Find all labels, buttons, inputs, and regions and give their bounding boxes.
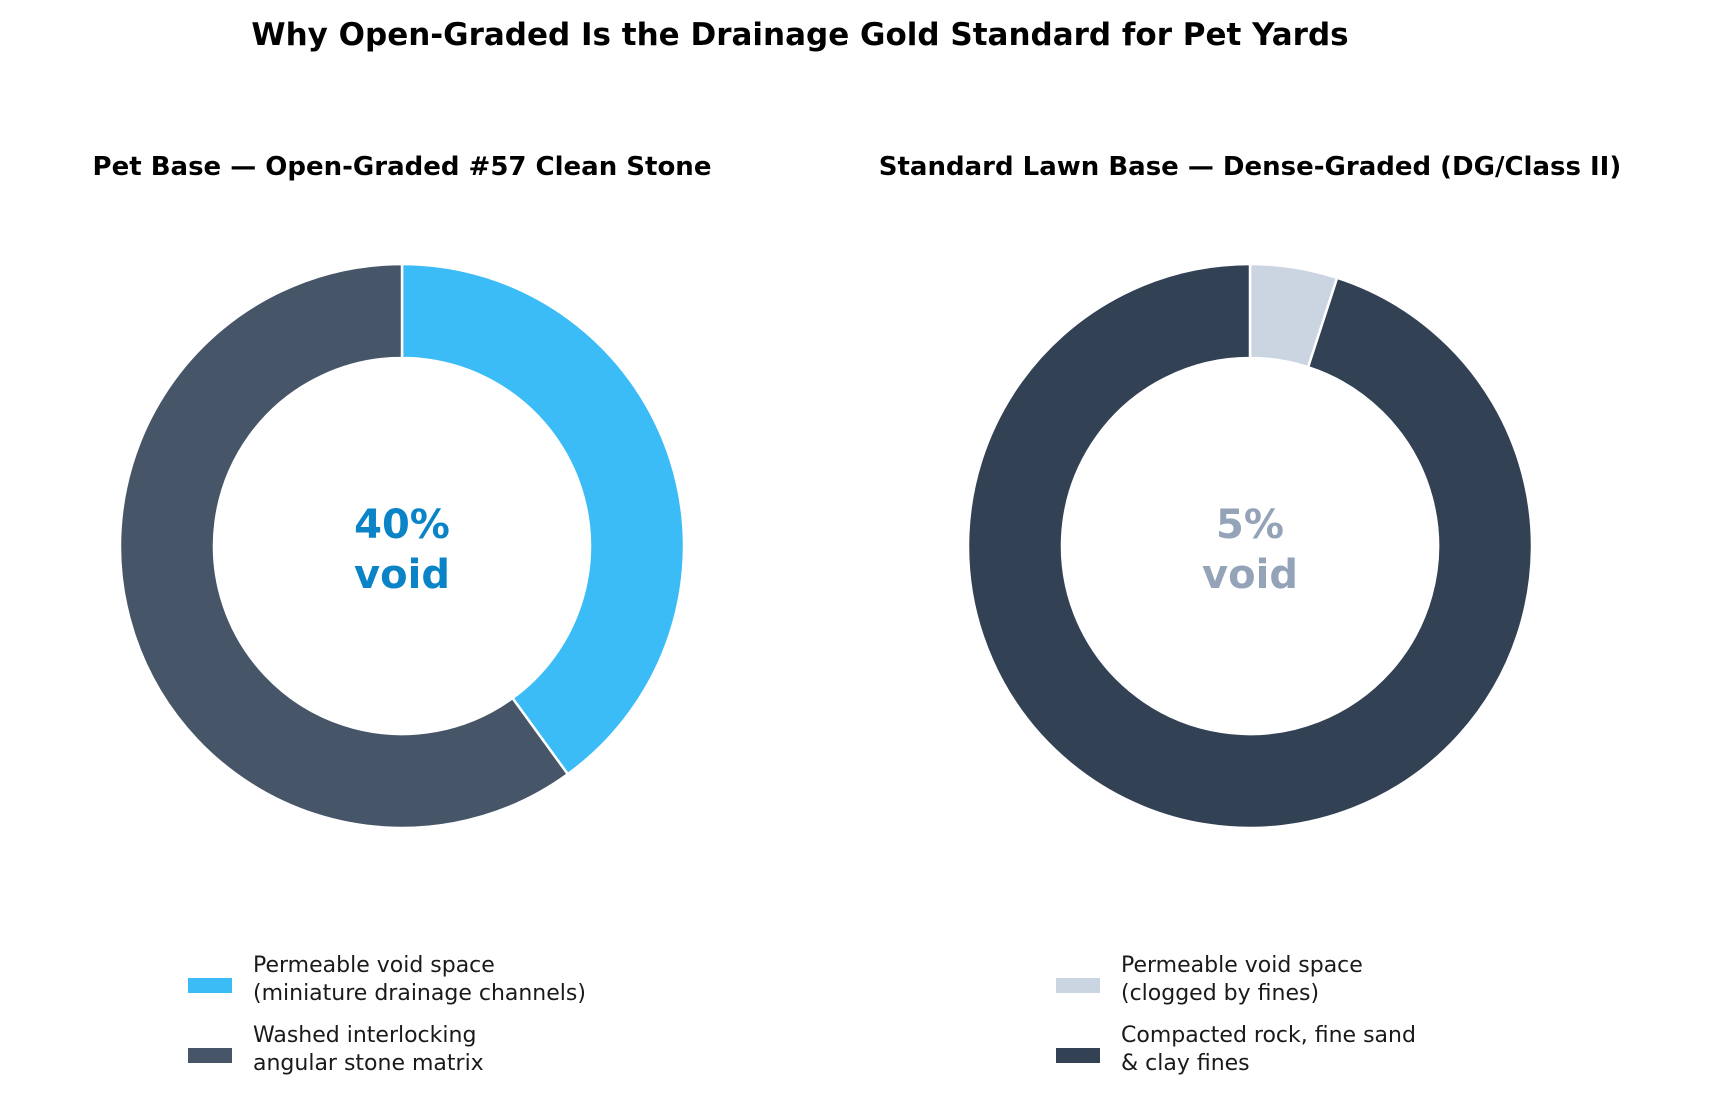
center-percent-label: 5%: [1216, 502, 1284, 548]
donut-slice-solid-matrix: [966, 262, 1534, 830]
legend-swatch: [188, 978, 232, 993]
center-void-label: void: [1202, 552, 1298, 598]
chart-title-lawn-base: Standard Lawn Base — Dense-Graded (DG/Cl…: [879, 152, 1621, 182]
donut-chart-pet-base: 40%void: [118, 262, 686, 830]
legend-label: Permeable void space (miniature drainage …: [253, 953, 586, 1006]
legend-lawn-base: Permeable void space (clogged by fines) Co…: [1056, 953, 1416, 1076]
main-title: Why Open-Graded Is the Drainage Gold Sta…: [251, 17, 1348, 53]
center-percent-label: 40%: [354, 502, 450, 548]
donut-chart-lawn-base: 5%void: [966, 262, 1534, 830]
legend-swatch: [1056, 1048, 1100, 1063]
legend-swatch: [1056, 978, 1100, 993]
legend-label: Compacted rock, fine sand & clay fines: [1121, 1023, 1416, 1076]
donut-slice-solid-matrix: [118, 262, 570, 830]
center-void-label: void: [354, 552, 450, 598]
legend-pet-base: Permeable void space (miniature drainage …: [188, 953, 586, 1076]
legend-swatch: [188, 1048, 232, 1063]
chart-title-pet-base: Pet Base — Open-Graded #57 Clean Stone: [93, 152, 712, 182]
legend-label: Permeable void space (clogged by fines): [1121, 953, 1363, 1006]
legend-label: Washed interlocking angular stone matrix: [253, 1023, 484, 1076]
donut-slice-void-space: [400, 262, 686, 776]
